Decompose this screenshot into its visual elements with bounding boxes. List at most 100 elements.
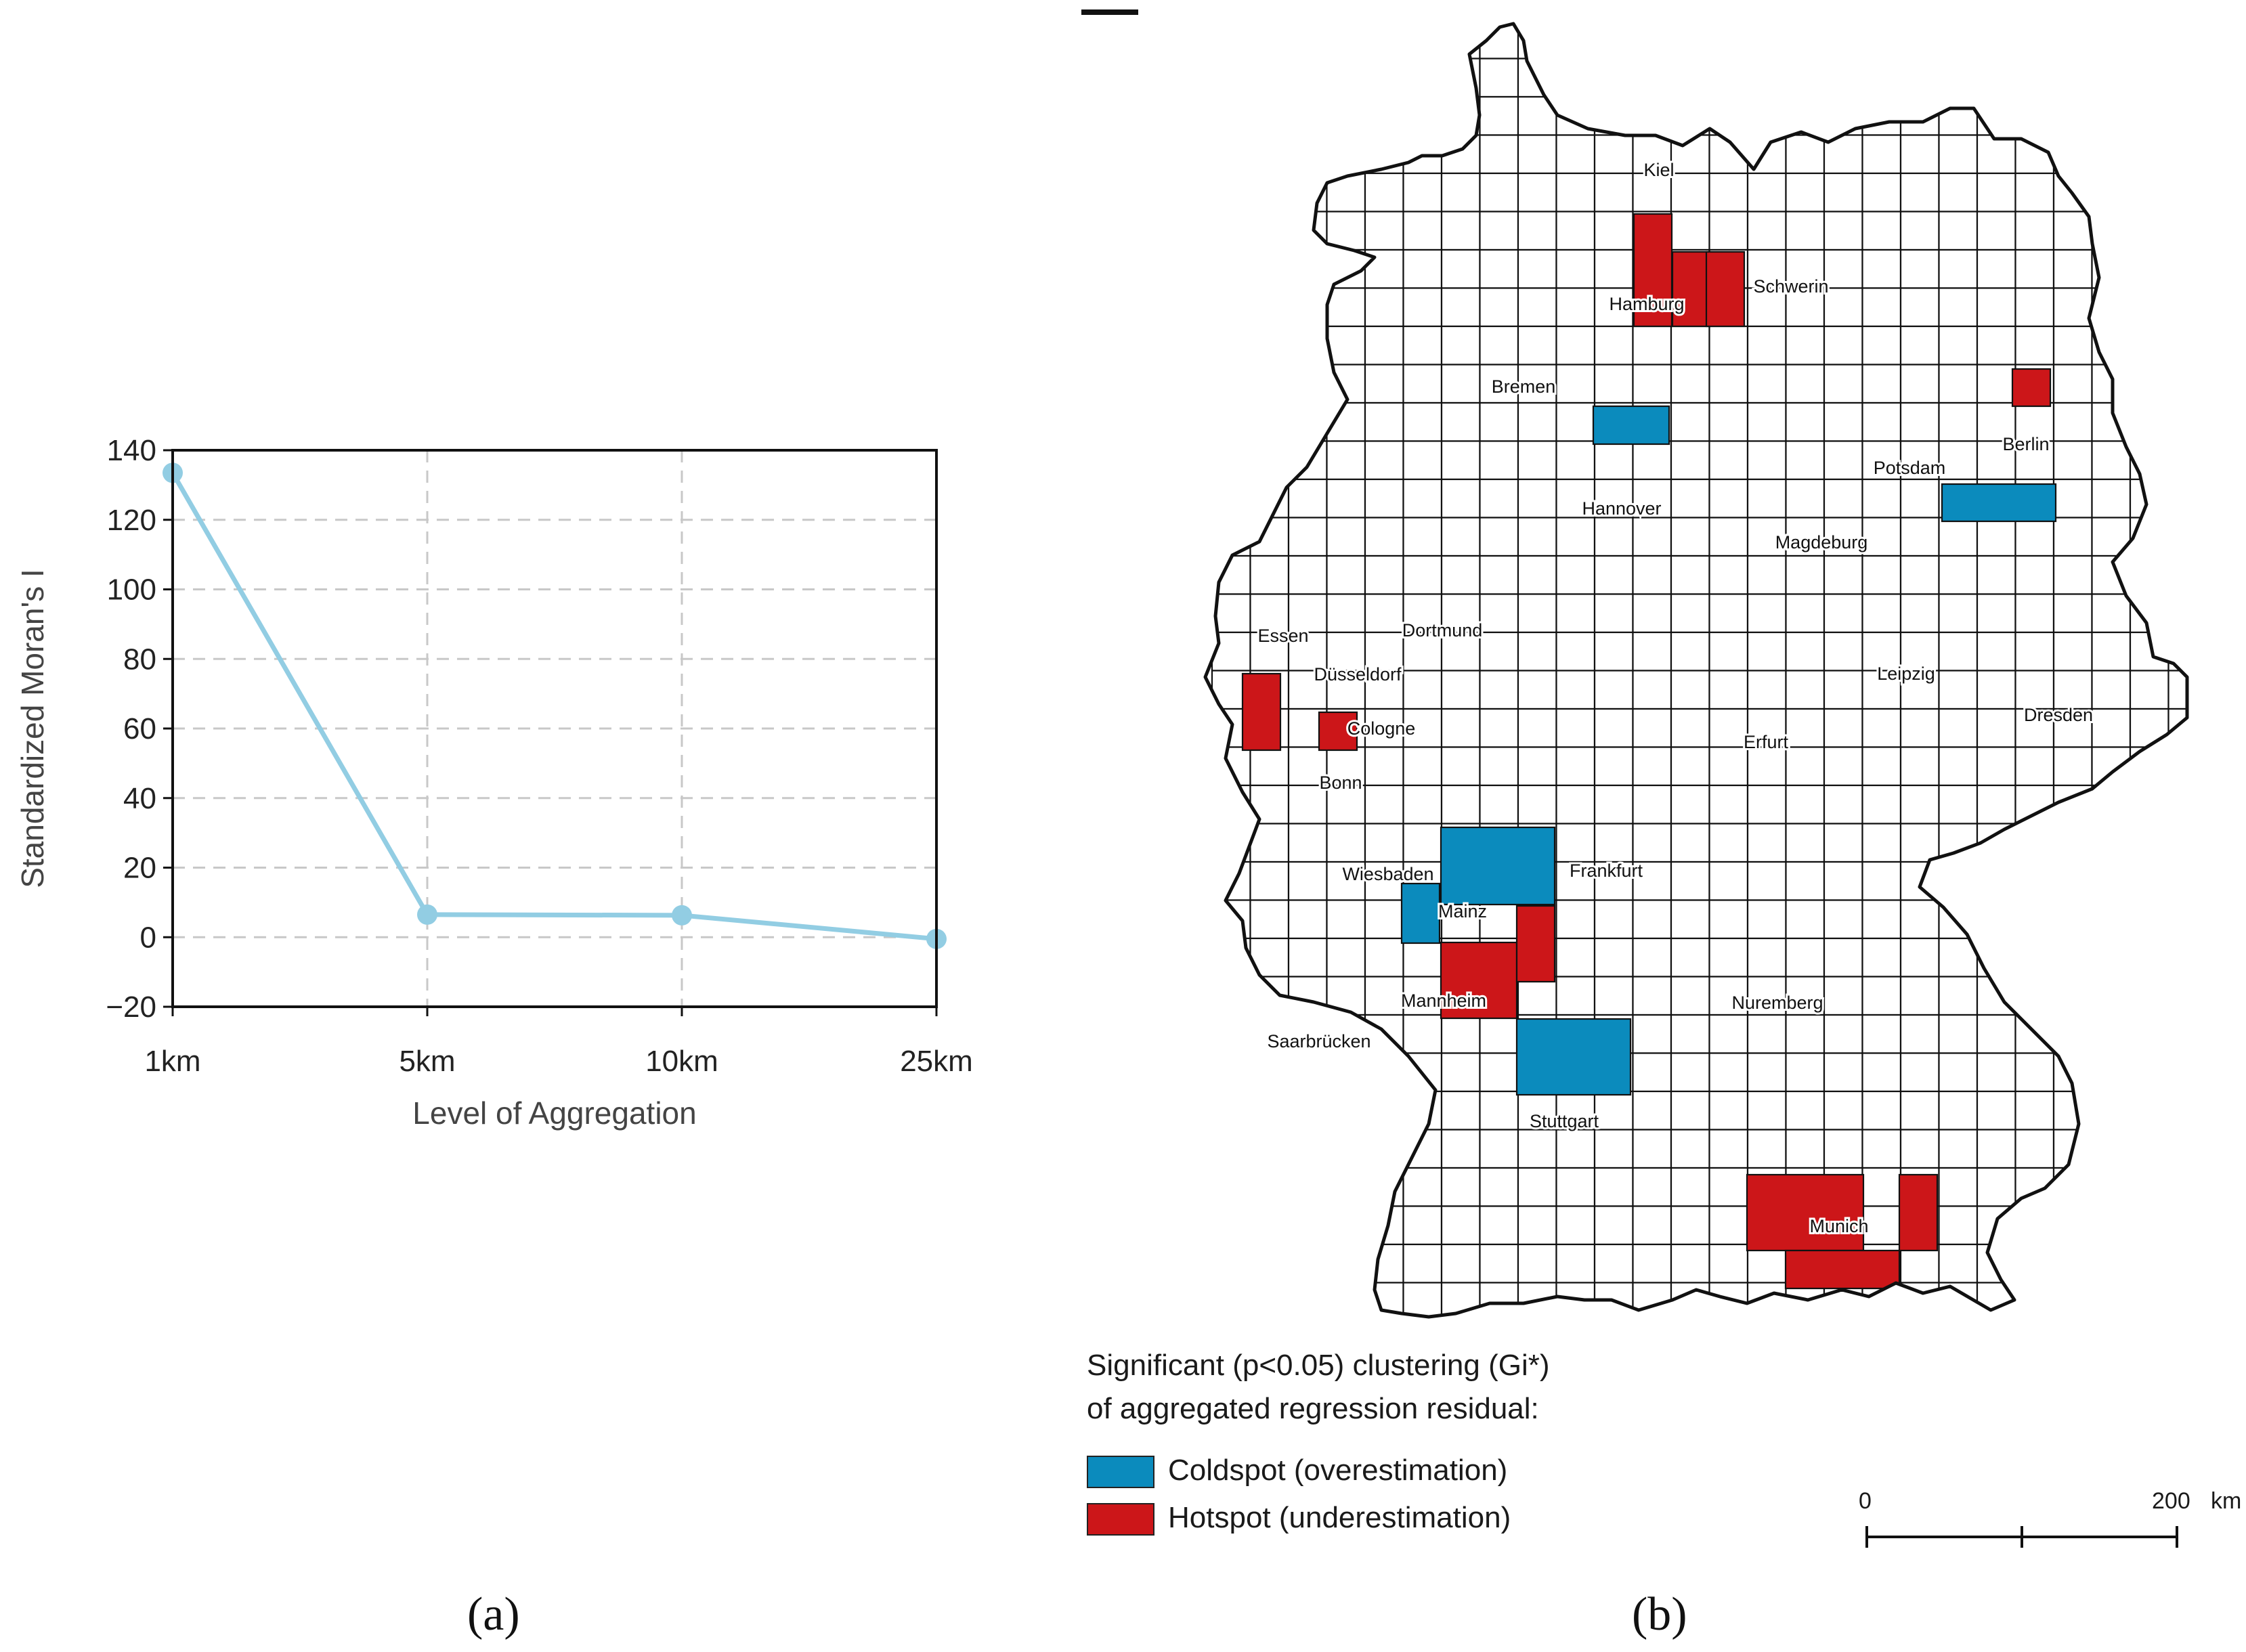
grid-cell [1670, 1243, 1710, 1284]
grid-cell [1823, 1090, 1863, 1131]
grid-cell [2129, 670, 2169, 710]
grid-cell [1708, 1205, 1749, 1246]
grid-cell [1593, 134, 1634, 175]
grid-cell [2052, 325, 2093, 366]
grid-cell [1326, 1243, 1366, 1284]
grid-cell [1517, 1205, 1557, 1246]
grid-cell [1899, 593, 1940, 634]
grid-cell [1899, 325, 1940, 366]
grid-cell [1861, 937, 1902, 978]
grid-cell [1364, 861, 1404, 901]
grid-cell [1249, 1243, 1290, 1284]
grid-cell [1785, 746, 1826, 787]
germany-outline [1203, 22, 2189, 1319]
grid-cell [2052, 24, 2093, 60]
grid-cell [1938, 1205, 1979, 1246]
grid-cell [1555, 172, 1596, 213]
grid-cell [1746, 478, 1787, 519]
grid-cell [1287, 517, 1328, 557]
grid-cell [1364, 95, 1404, 136]
grid-cells [1211, 24, 2187, 1317]
grid-cell [1326, 517, 1366, 557]
grid-cell [2167, 1052, 2187, 1093]
grid-cell [1287, 58, 1328, 98]
grid-cell [1479, 401, 1519, 442]
grid-cell [1402, 364, 1443, 404]
grid-cell [1632, 899, 1672, 940]
grid-cell [2052, 1243, 2093, 1284]
grid-cell [2052, 440, 2093, 481]
grid-cell [1211, 440, 1251, 481]
grid-cell [1861, 1129, 1902, 1169]
grid-cell [1517, 1243, 1557, 1284]
grid-cell [2091, 95, 2132, 136]
grid-cell [2014, 823, 2055, 863]
data-point [672, 905, 692, 926]
grid-cell [1861, 24, 1902, 60]
grid-cell [2014, 248, 2055, 289]
grid-cell [1440, 784, 1481, 825]
grid-cell [1211, 1052, 1251, 1093]
grid-cell [1823, 1129, 1863, 1169]
grid-cell [1479, 248, 1519, 289]
grid-cell [2091, 24, 2132, 60]
grid-cell [1593, 1167, 1634, 1207]
grid-cell [1593, 976, 1634, 1016]
grid-cell [2167, 823, 2187, 863]
grid-cell [1632, 95, 1672, 136]
grid-cell [1823, 325, 1863, 366]
grid-cell [1249, 248, 1290, 289]
grid-cell [1555, 899, 1596, 940]
grid-cell [1555, 631, 1596, 672]
grid-cell [1632, 937, 1672, 978]
grid-cell [1708, 478, 1749, 519]
grid-cell [1708, 58, 1749, 98]
grid-cell [2129, 708, 2169, 748]
grid-cell [1287, 478, 1328, 519]
grid-cell [2014, 708, 2055, 748]
grid-cell [1402, 211, 1443, 251]
grid-cell [1364, 401, 1404, 442]
grid-cell [1364, 1282, 1404, 1317]
grid-cell [1746, 937, 1787, 978]
grid-cell [1708, 784, 1749, 825]
city-label: Erfurt [1744, 732, 1789, 752]
grid-cell [1326, 631, 1366, 672]
grid-cell [1211, 976, 1251, 1016]
grid-cell [1364, 631, 1404, 672]
grid-cell [1823, 1014, 1863, 1054]
grid-cell [1861, 555, 1902, 595]
grid-cell [1249, 746, 1290, 787]
city-label: Essen [1257, 626, 1308, 646]
caption-b: (b) [1632, 1588, 1687, 1640]
grid-cell [1440, 287, 1481, 328]
grid-cell [2167, 440, 2187, 481]
hotspot-cell [1898, 1173, 1939, 1252]
grid-cell [1976, 784, 2016, 825]
grid-cell [2129, 287, 2169, 328]
grid-cell [1976, 287, 2016, 328]
grid-cell [1249, 211, 1290, 251]
grid-cell [1938, 976, 1979, 1016]
grid-cell [1785, 1014, 1826, 1054]
grid-cell [2091, 899, 2132, 940]
grid-cell [1517, 287, 1557, 328]
grid-cell [1823, 861, 1863, 901]
grid-cell [1785, 708, 1826, 748]
grid-cell [2014, 1052, 2055, 1093]
grid-cell [1249, 95, 1290, 136]
grid-cell [2167, 937, 2187, 978]
grid-cell [1861, 478, 1902, 519]
grid-cell [2052, 248, 2093, 289]
grid-cell [1364, 823, 1404, 863]
grid-cell [1555, 784, 1596, 825]
grid-cell [1899, 478, 1940, 519]
grid-cell [2167, 248, 2187, 289]
coldspot-cell [1400, 882, 1441, 944]
grid-cell [1479, 1129, 1519, 1169]
grid-cell [1402, 670, 1443, 710]
grid-cell [1785, 95, 1826, 136]
grid-cell [1326, 593, 1366, 634]
grid-cell [2167, 899, 2187, 940]
grid-cell [1670, 784, 1710, 825]
